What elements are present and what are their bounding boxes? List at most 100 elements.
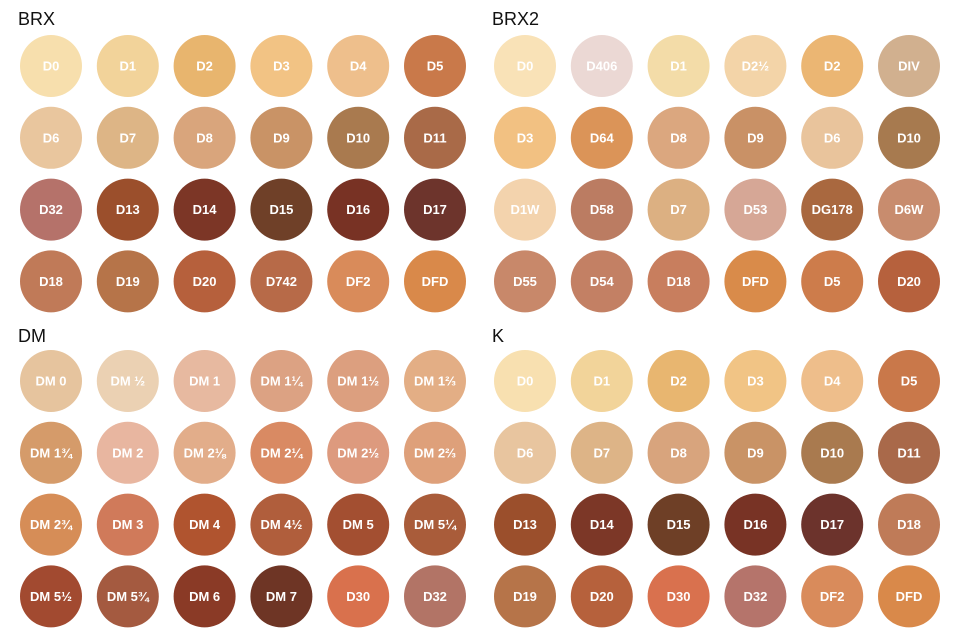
swatch <box>647 421 710 484</box>
panel-title: BRX2 <box>492 9 539 29</box>
swatch <box>173 35 236 97</box>
swatch <box>173 565 236 628</box>
swatch <box>647 35 710 97</box>
swatch <box>878 250 940 313</box>
swatch-label: D742 <box>266 274 297 289</box>
swatch <box>327 565 390 628</box>
swatch <box>404 421 466 484</box>
swatch <box>494 350 556 412</box>
swatch <box>250 35 313 97</box>
swatch <box>878 178 940 241</box>
swatch-label: D2 <box>824 59 841 74</box>
swatch <box>647 250 710 313</box>
swatch-label: DM 1 <box>189 374 220 389</box>
swatch <box>20 106 82 169</box>
swatch-label: DM 1½ <box>337 374 379 389</box>
swatch <box>724 350 787 412</box>
swatch-label: D32 <box>423 589 447 604</box>
swatch-label: D17 <box>820 517 844 532</box>
swatch-label: D406 <box>586 59 617 74</box>
swatch-label: D8 <box>670 130 687 145</box>
swatch-label: D20 <box>590 589 614 604</box>
swatch <box>20 350 82 412</box>
swatch-label: D19 <box>116 274 140 289</box>
swatch-label: DM 5½ <box>30 589 72 604</box>
swatch <box>878 565 940 628</box>
swatch <box>327 106 390 169</box>
swatch <box>327 178 390 241</box>
swatch <box>801 250 864 313</box>
swatch <box>404 250 466 313</box>
swatch <box>494 493 556 556</box>
swatch <box>250 106 313 169</box>
swatch <box>647 106 710 169</box>
swatch-label: D2½ <box>742 59 770 74</box>
swatch <box>96 565 159 628</box>
swatch <box>570 350 633 412</box>
swatch <box>250 565 313 628</box>
swatch-label: DM 2¾ <box>30 517 73 532</box>
swatch <box>173 350 236 412</box>
swatch-label: DM 7 <box>266 589 297 604</box>
swatch <box>647 493 710 556</box>
swatch <box>96 35 159 97</box>
swatch-label: D30 <box>346 589 370 604</box>
swatch-label: D16 <box>743 517 767 532</box>
swatch-label: DM 2 <box>112 445 143 460</box>
swatch-label: D14 <box>590 517 615 532</box>
swatch <box>404 565 466 628</box>
panel-title: K <box>492 326 504 346</box>
swatch-label: DM 3 <box>112 517 143 532</box>
swatch-label: D10 <box>346 130 370 145</box>
swatch-label: D4 <box>824 374 841 389</box>
swatch-label: DIV <box>898 59 920 74</box>
swatch <box>20 250 82 313</box>
swatch <box>250 250 313 313</box>
swatch-label: DF2 <box>346 274 371 289</box>
swatch <box>570 421 633 484</box>
swatch <box>570 106 633 169</box>
swatch <box>327 421 390 484</box>
swatch-label: D15 <box>269 202 293 217</box>
swatch <box>250 178 313 241</box>
swatch <box>570 35 633 97</box>
swatch <box>250 421 313 484</box>
swatch <box>404 350 466 412</box>
swatch-label: D8 <box>196 130 213 145</box>
swatch <box>878 493 940 556</box>
swatch <box>801 421 864 484</box>
swatch <box>250 493 313 556</box>
swatch <box>173 421 236 484</box>
swatch <box>494 421 556 484</box>
swatch <box>96 106 159 169</box>
swatch <box>801 565 864 628</box>
swatch <box>494 35 556 97</box>
swatch-label: D13 <box>513 517 537 532</box>
swatch-label: DM 6 <box>189 589 220 604</box>
swatch-label: D6 <box>824 130 841 145</box>
swatch <box>724 178 787 241</box>
swatch-label: D10 <box>897 130 921 145</box>
swatch-label: D0 <box>517 59 534 74</box>
swatch-label: D16 <box>346 202 370 217</box>
panel-title: BRX <box>18 9 55 29</box>
swatch <box>494 250 556 313</box>
swatch-label: D7 <box>593 445 610 460</box>
swatch-label: D3 <box>747 374 764 389</box>
swatch-label: D15 <box>667 517 691 532</box>
swatch-label: D32 <box>39 202 63 217</box>
swatch <box>878 35 940 97</box>
swatch-label: DF2 <box>820 589 845 604</box>
swatch-label: D18 <box>39 274 63 289</box>
swatch-label: D5 <box>427 59 444 74</box>
swatch-label: DM 2⅛ <box>184 445 227 460</box>
swatch-label: D0 <box>43 59 60 74</box>
swatch-label: DG178 <box>812 202 853 217</box>
swatch <box>647 178 710 241</box>
swatch <box>570 250 633 313</box>
swatch <box>20 565 82 628</box>
swatch-label: D20 <box>897 274 921 289</box>
swatch-label: DM 5 <box>343 517 374 532</box>
